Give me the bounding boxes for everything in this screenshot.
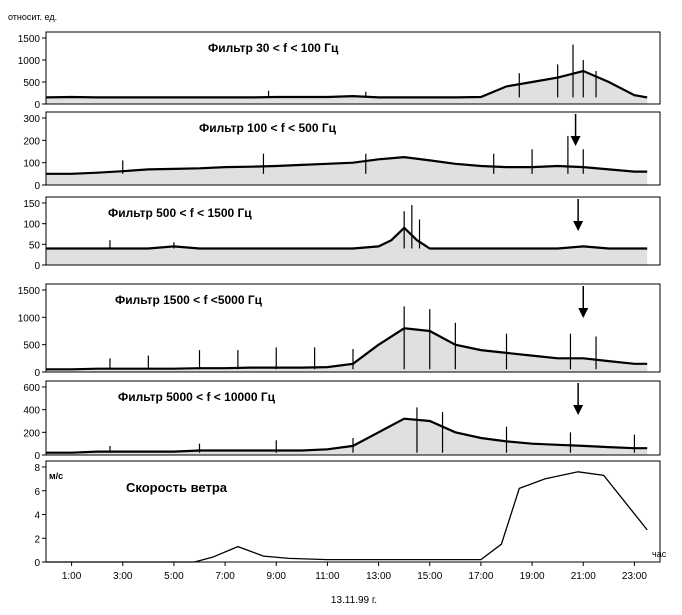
series-area-1 [46, 71, 648, 104]
x-tick-label-4: 9:00 [267, 571, 287, 582]
y-tick-label-1-1: 500 [23, 78, 40, 89]
series-area-4 [46, 328, 648, 372]
x-tick-label-0: 1:00 [62, 571, 82, 582]
y-tick-label-2-3: 300 [23, 114, 40, 125]
series-area-3 [46, 227, 648, 265]
panel-frame-5 [45, 380, 661, 456]
series-line-3 [46, 226, 648, 250]
panel-title-3: Фильтр 500 < f < 1500 Гц [108, 206, 252, 220]
y-tick-label-4-3: 1500 [18, 286, 41, 297]
y-tick-label-6-2: 4 [34, 511, 40, 522]
series-line-5 [46, 417, 648, 454]
x-tick-label-6: 13:00 [366, 571, 391, 582]
y-tick-label-2-1: 100 [23, 159, 40, 170]
panel-frame-4 [45, 283, 661, 373]
y-tick-label-5-2: 400 [23, 406, 40, 417]
arrow-head-2 [570, 136, 581, 146]
y-tick-label-4-2: 1000 [18, 313, 41, 324]
y-tick-label-6-0: 0 [34, 558, 40, 569]
wind-xlabel: час [652, 549, 667, 559]
y-tick-label-3-1: 50 [29, 240, 41, 251]
y-tick-label-3-3: 150 [23, 199, 40, 210]
x-tick-label-8: 17:00 [468, 571, 493, 582]
x-tick-label-3: 7:00 [215, 571, 235, 582]
date-label: 13.11.99 г. [331, 595, 377, 606]
x-tick-label-5: 11:00 [315, 571, 340, 582]
panel-title-2: Фильтр 100 < f < 500 Гц [199, 121, 337, 135]
y-tick-label-3-0: 0 [34, 261, 40, 272]
y-tick-label-6-3: 6 [34, 487, 40, 498]
panel-frame-2 [45, 111, 661, 186]
y-tick-label-1-3: 1500 [18, 34, 41, 45]
x-tick-label-2: 5:00 [164, 571, 184, 582]
panel-frame-1 [45, 31, 661, 105]
panel-title-1: Фильтр 30 < f < 100 Гц [208, 41, 339, 55]
y-tick-label-5-3: 600 [23, 383, 40, 394]
panel-title-4: Фильтр 1500 < f <5000 Гц [115, 293, 263, 307]
y-tick-label-2-2: 200 [23, 136, 40, 147]
x-tick-label-1: 3:00 [113, 571, 133, 582]
x-tick-label-10: 21:00 [571, 571, 596, 582]
panel-frame-6 [45, 460, 661, 563]
y-tick-label-2-0: 0 [34, 181, 40, 192]
arrow-head-5 [573, 405, 584, 415]
x-tick-label-11: 23:00 [622, 571, 647, 582]
y-tick-label-1-2: 1000 [18, 56, 41, 67]
series-area-2 [46, 157, 648, 185]
y-tick-label-3-2: 100 [23, 220, 40, 231]
wind-ylabel: м/с [49, 471, 63, 481]
y-tick-label-6-1: 2 [34, 534, 40, 545]
series-area-5 [46, 418, 648, 455]
arrow-head-4 [578, 308, 589, 318]
panel-frame-3 [45, 196, 661, 266]
y-tick-label-4-1: 500 [23, 341, 40, 352]
wind-speed-line [46, 471, 648, 563]
y-tick-label-4-0: 0 [34, 368, 40, 379]
y-tick-label-5-0: 0 [34, 451, 40, 462]
y-tick-label-6-4: 8 [34, 463, 40, 474]
arrow-head-3 [573, 221, 584, 231]
x-tick-label-7: 15:00 [417, 571, 442, 582]
y-unit-label: относит. ед. [8, 12, 57, 22]
series-line-4 [46, 327, 648, 371]
panel-title-5: Фильтр 5000 < f < 10000 Гц [118, 390, 276, 404]
y-tick-label-5-1: 200 [23, 428, 40, 439]
x-tick-label-9: 19:00 [520, 571, 545, 582]
series-line-2 [46, 155, 648, 175]
wind-title: Скорость ветра [126, 480, 228, 495]
y-tick-label-1-0: 0 [34, 100, 40, 111]
series-line-1 [45, 69, 648, 99]
